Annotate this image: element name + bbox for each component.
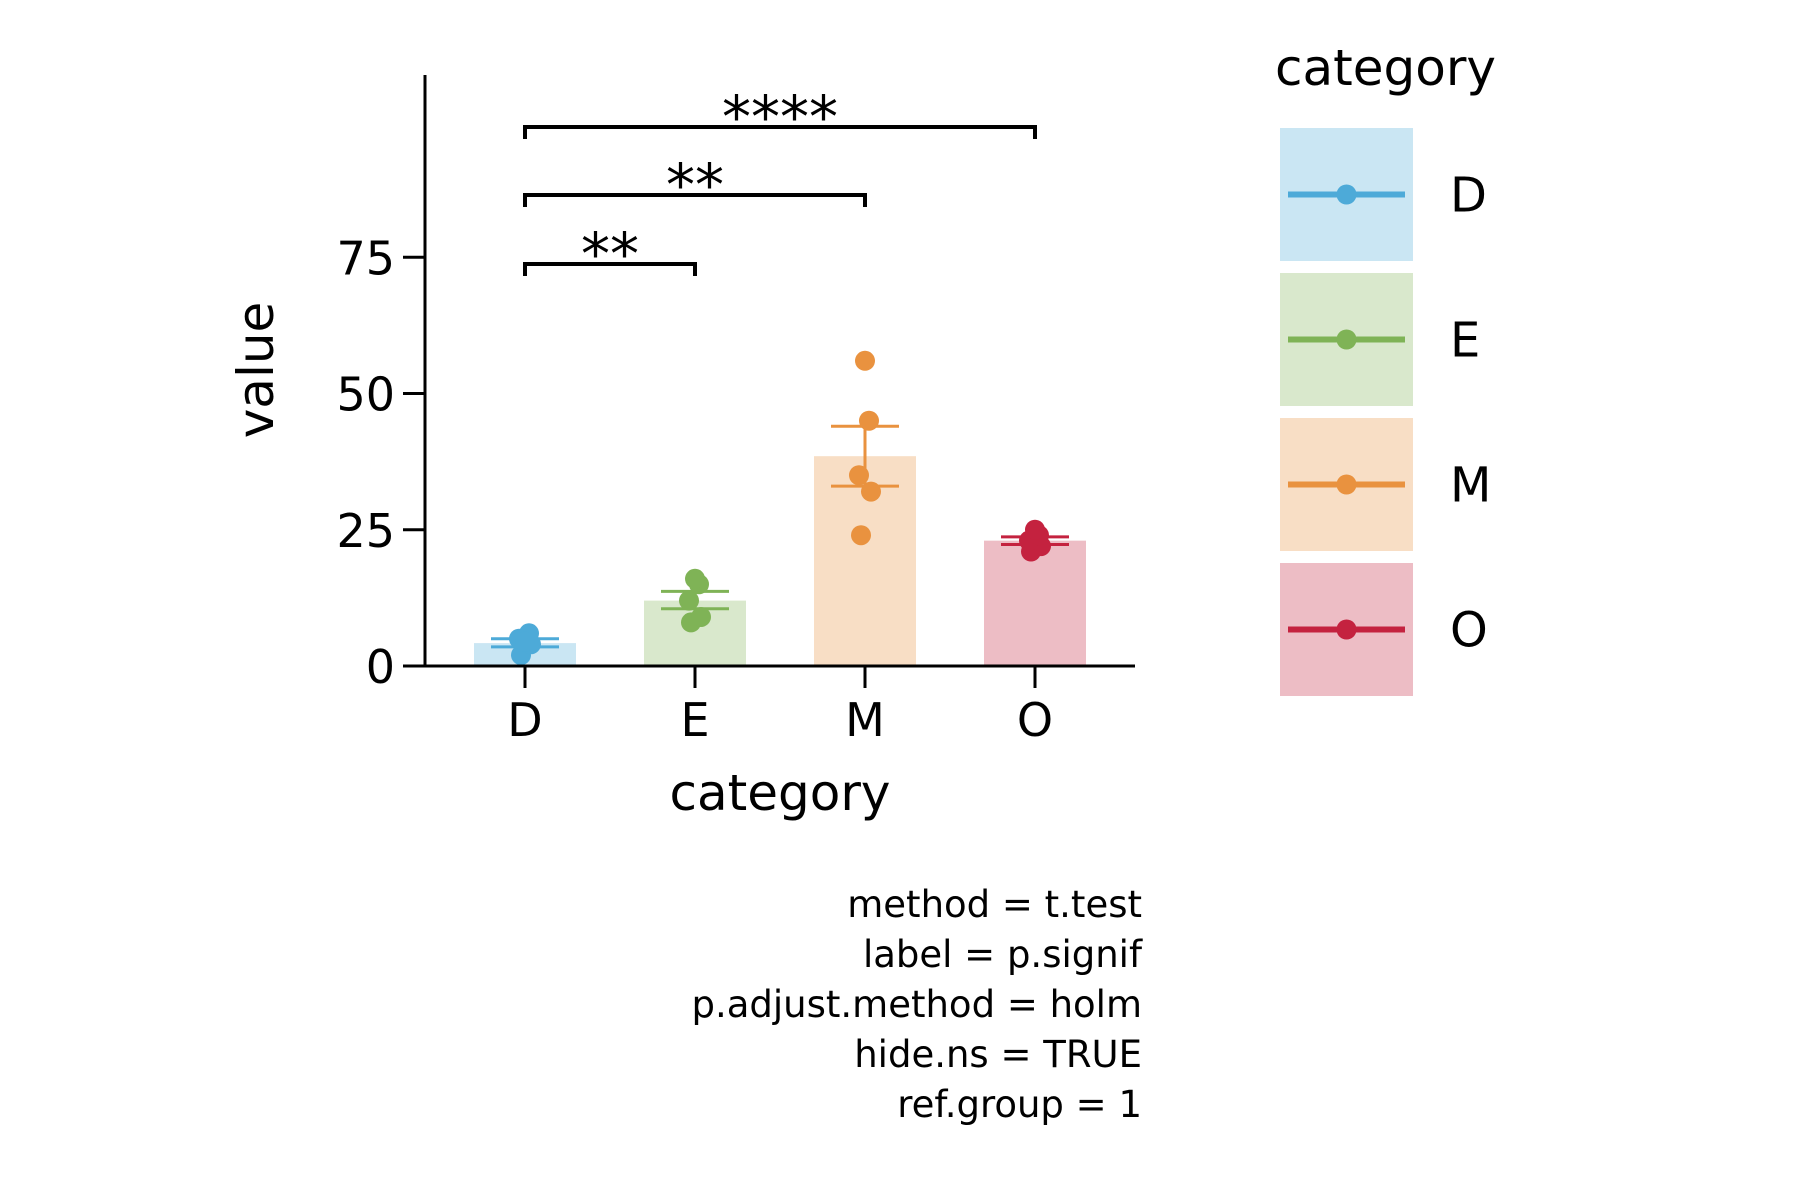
data-point	[691, 606, 711, 627]
legend-label: O	[1450, 603, 1488, 659]
axes-layer: 0 25 50 75 D E M O	[336, 75, 1135, 747]
bars-layer	[474, 456, 1086, 666]
y-tick-label: 25	[336, 504, 395, 558]
legend-marker	[1336, 619, 1357, 640]
legend: category D E M O	[1275, 39, 1496, 696]
legend-marker	[1336, 329, 1357, 350]
significance-label: **	[581, 220, 639, 288]
data-point	[1025, 519, 1045, 540]
caption-line: method = t.test	[847, 883, 1142, 926]
y-axis-title: value	[227, 302, 285, 439]
points-layer	[509, 350, 1051, 666]
caption-line: label = p.signif	[862, 933, 1142, 976]
x-axis-title: category	[670, 764, 891, 822]
y-tick-label: 0	[366, 640, 395, 694]
legend-marker	[1336, 474, 1357, 495]
legend-label: M	[1450, 458, 1491, 514]
legend-title: category	[1275, 39, 1496, 97]
legend-marker	[1336, 184, 1357, 205]
bar	[984, 540, 1086, 666]
significance-bracket	[523, 193, 867, 207]
significance-label: ****	[722, 83, 838, 151]
significance-bracket	[523, 262, 697, 276]
data-point	[685, 568, 705, 589]
data-point	[861, 481, 881, 502]
errorbars-layer	[491, 424, 1069, 649]
significance-label: **	[666, 151, 724, 219]
x-tick-label: D	[507, 693, 542, 747]
data-point	[859, 410, 879, 431]
brackets-layer: ********	[523, 83, 1037, 288]
caption-line: p.adjust.method = holm	[691, 983, 1142, 1026]
significance-bracket	[523, 125, 1037, 139]
caption-line: ref.group = 1	[897, 1083, 1142, 1126]
legend-label: D	[1450, 168, 1487, 224]
legend-label: E	[1450, 313, 1480, 369]
data-point	[515, 631, 535, 652]
y-tick-label: 50	[336, 368, 395, 422]
x-tick-label: E	[680, 693, 709, 747]
x-tick-label: O	[1017, 693, 1053, 747]
data-point	[679, 590, 699, 611]
data-point	[849, 465, 869, 486]
caption-line: hide.ns = TRUE	[854, 1033, 1142, 1076]
x-tick-label: M	[845, 693, 885, 747]
data-point	[851, 525, 871, 546]
data-point	[855, 350, 875, 371]
y-tick-label: 75	[336, 231, 395, 285]
